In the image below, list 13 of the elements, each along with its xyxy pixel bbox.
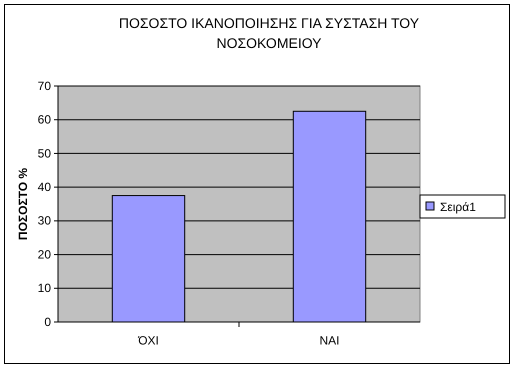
y-tick-label: 20: [38, 247, 52, 262]
x-tick-label: ΌΧΙ: [137, 334, 159, 348]
legend-label: Σειρά1: [440, 200, 476, 214]
y-tick-label: 70: [38, 78, 52, 93]
y-tick-label: 0: [44, 314, 52, 329]
chart-title: ΠΟΣΟΣΤΟ ΙΚΑΝΟΠΟΙΗΣΗΣ ΓΙΑ ΣΥΣΤΑΣΗ ΤΟΥ ΝΟΣΟΚΟΜΕΙΟΥ: [118, 15, 420, 51]
x-tick-label: ΝΑΙ: [319, 334, 340, 348]
y-tick-label: 60: [38, 112, 52, 127]
y-axis-title: ΠΟΣΟΣΤΟ %: [16, 168, 30, 240]
y-tick-label: 30: [38, 214, 52, 228]
y-tick-label: 40: [38, 180, 52, 194]
y-tick-label: 50: [38, 146, 52, 160]
y-tick-label: 10: [38, 281, 52, 296]
